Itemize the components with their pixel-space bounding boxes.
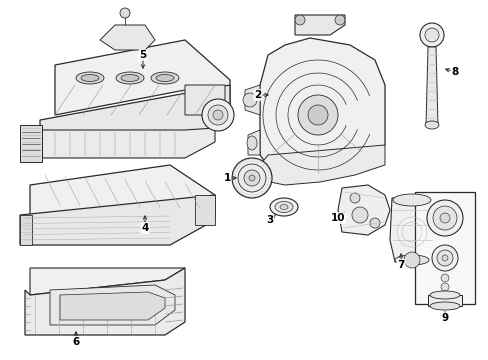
Text: 2: 2 — [254, 90, 261, 100]
Polygon shape — [20, 195, 215, 245]
Polygon shape — [425, 47, 437, 125]
Text: 10: 10 — [330, 213, 345, 223]
Circle shape — [244, 170, 260, 186]
Text: 5: 5 — [139, 50, 146, 60]
Circle shape — [248, 175, 254, 181]
Ellipse shape — [274, 202, 292, 212]
Circle shape — [440, 274, 448, 282]
Circle shape — [424, 28, 438, 42]
Polygon shape — [100, 25, 155, 50]
Ellipse shape — [429, 291, 459, 299]
Ellipse shape — [151, 72, 179, 84]
Circle shape — [238, 164, 265, 192]
Polygon shape — [294, 15, 345, 35]
Text: 4: 4 — [141, 223, 148, 233]
Polygon shape — [55, 40, 229, 115]
Ellipse shape — [81, 75, 99, 81]
Polygon shape — [195, 195, 215, 225]
Polygon shape — [260, 38, 384, 175]
Polygon shape — [247, 130, 260, 155]
Ellipse shape — [121, 75, 139, 81]
Polygon shape — [20, 125, 42, 162]
Circle shape — [441, 255, 447, 261]
Ellipse shape — [116, 72, 143, 84]
Text: 3: 3 — [266, 215, 273, 225]
Circle shape — [439, 213, 449, 223]
Polygon shape — [25, 268, 184, 335]
Ellipse shape — [76, 72, 104, 84]
Ellipse shape — [424, 121, 438, 129]
Polygon shape — [260, 145, 384, 185]
Polygon shape — [30, 165, 215, 220]
Polygon shape — [20, 215, 32, 245]
Polygon shape — [60, 292, 164, 320]
Polygon shape — [40, 85, 229, 155]
Text: 7: 7 — [397, 260, 404, 270]
Polygon shape — [244, 85, 260, 115]
Ellipse shape — [394, 255, 428, 265]
Circle shape — [294, 15, 305, 25]
Circle shape — [403, 252, 419, 268]
Circle shape — [349, 193, 359, 203]
Circle shape — [213, 110, 223, 120]
Circle shape — [334, 15, 345, 25]
Ellipse shape — [269, 198, 297, 216]
Circle shape — [426, 200, 462, 236]
Text: 6: 6 — [72, 337, 80, 347]
Polygon shape — [184, 85, 224, 115]
Circle shape — [351, 207, 367, 223]
Polygon shape — [20, 130, 42, 160]
Polygon shape — [389, 198, 434, 265]
Circle shape — [431, 245, 457, 271]
Circle shape — [369, 218, 379, 228]
Text: 1: 1 — [223, 173, 230, 183]
Ellipse shape — [429, 302, 459, 310]
Circle shape — [202, 99, 234, 131]
Ellipse shape — [280, 204, 287, 210]
Circle shape — [440, 283, 448, 291]
Circle shape — [432, 206, 456, 230]
Circle shape — [207, 105, 227, 125]
Polygon shape — [30, 268, 184, 295]
Ellipse shape — [156, 75, 174, 81]
Text: 8: 8 — [450, 67, 458, 77]
Circle shape — [120, 8, 130, 18]
Circle shape — [307, 105, 327, 125]
Polygon shape — [42, 128, 215, 158]
Polygon shape — [337, 185, 389, 235]
Text: 9: 9 — [441, 313, 447, 323]
Circle shape — [436, 250, 452, 266]
Circle shape — [297, 95, 337, 135]
Bar — [414, 192, 474, 304]
Polygon shape — [427, 295, 461, 306]
Circle shape — [243, 93, 257, 107]
Circle shape — [419, 23, 443, 47]
Ellipse shape — [246, 136, 257, 150]
Ellipse shape — [392, 194, 430, 206]
Circle shape — [231, 158, 271, 198]
Polygon shape — [50, 285, 175, 325]
